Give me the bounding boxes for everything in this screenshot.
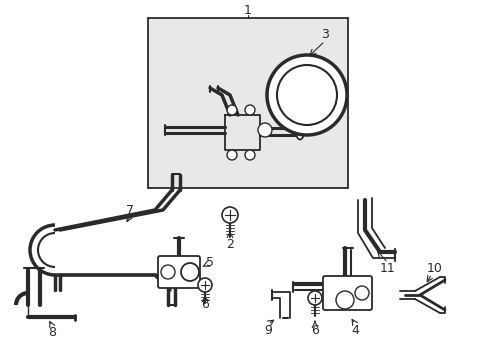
Circle shape [266,55,346,135]
Text: 11: 11 [379,261,395,274]
Circle shape [335,291,353,309]
Circle shape [181,263,199,281]
Bar [148,18,347,188]
Circle shape [198,278,212,292]
Circle shape [222,207,238,223]
FancyBboxPatch shape [323,276,371,310]
Circle shape [276,65,336,125]
Text: 7: 7 [126,203,134,216]
Text: 6: 6 [201,298,208,311]
Text: 10: 10 [426,261,442,274]
Circle shape [244,105,254,115]
Text: 1: 1 [244,4,251,17]
Text: 4: 4 [350,324,358,337]
FancyBboxPatch shape [158,256,200,288]
Text: 9: 9 [264,324,271,337]
Ellipse shape [295,123,304,139]
Circle shape [258,123,271,137]
Text: 8: 8 [48,325,56,338]
Text: 2: 2 [225,238,233,252]
Circle shape [307,291,321,305]
Circle shape [244,150,254,160]
Text: 6: 6 [310,324,318,337]
Circle shape [226,105,237,115]
Circle shape [161,265,175,279]
Circle shape [354,286,368,300]
Text: 5: 5 [205,256,214,270]
Circle shape [226,150,237,160]
Text: 3: 3 [321,28,328,41]
